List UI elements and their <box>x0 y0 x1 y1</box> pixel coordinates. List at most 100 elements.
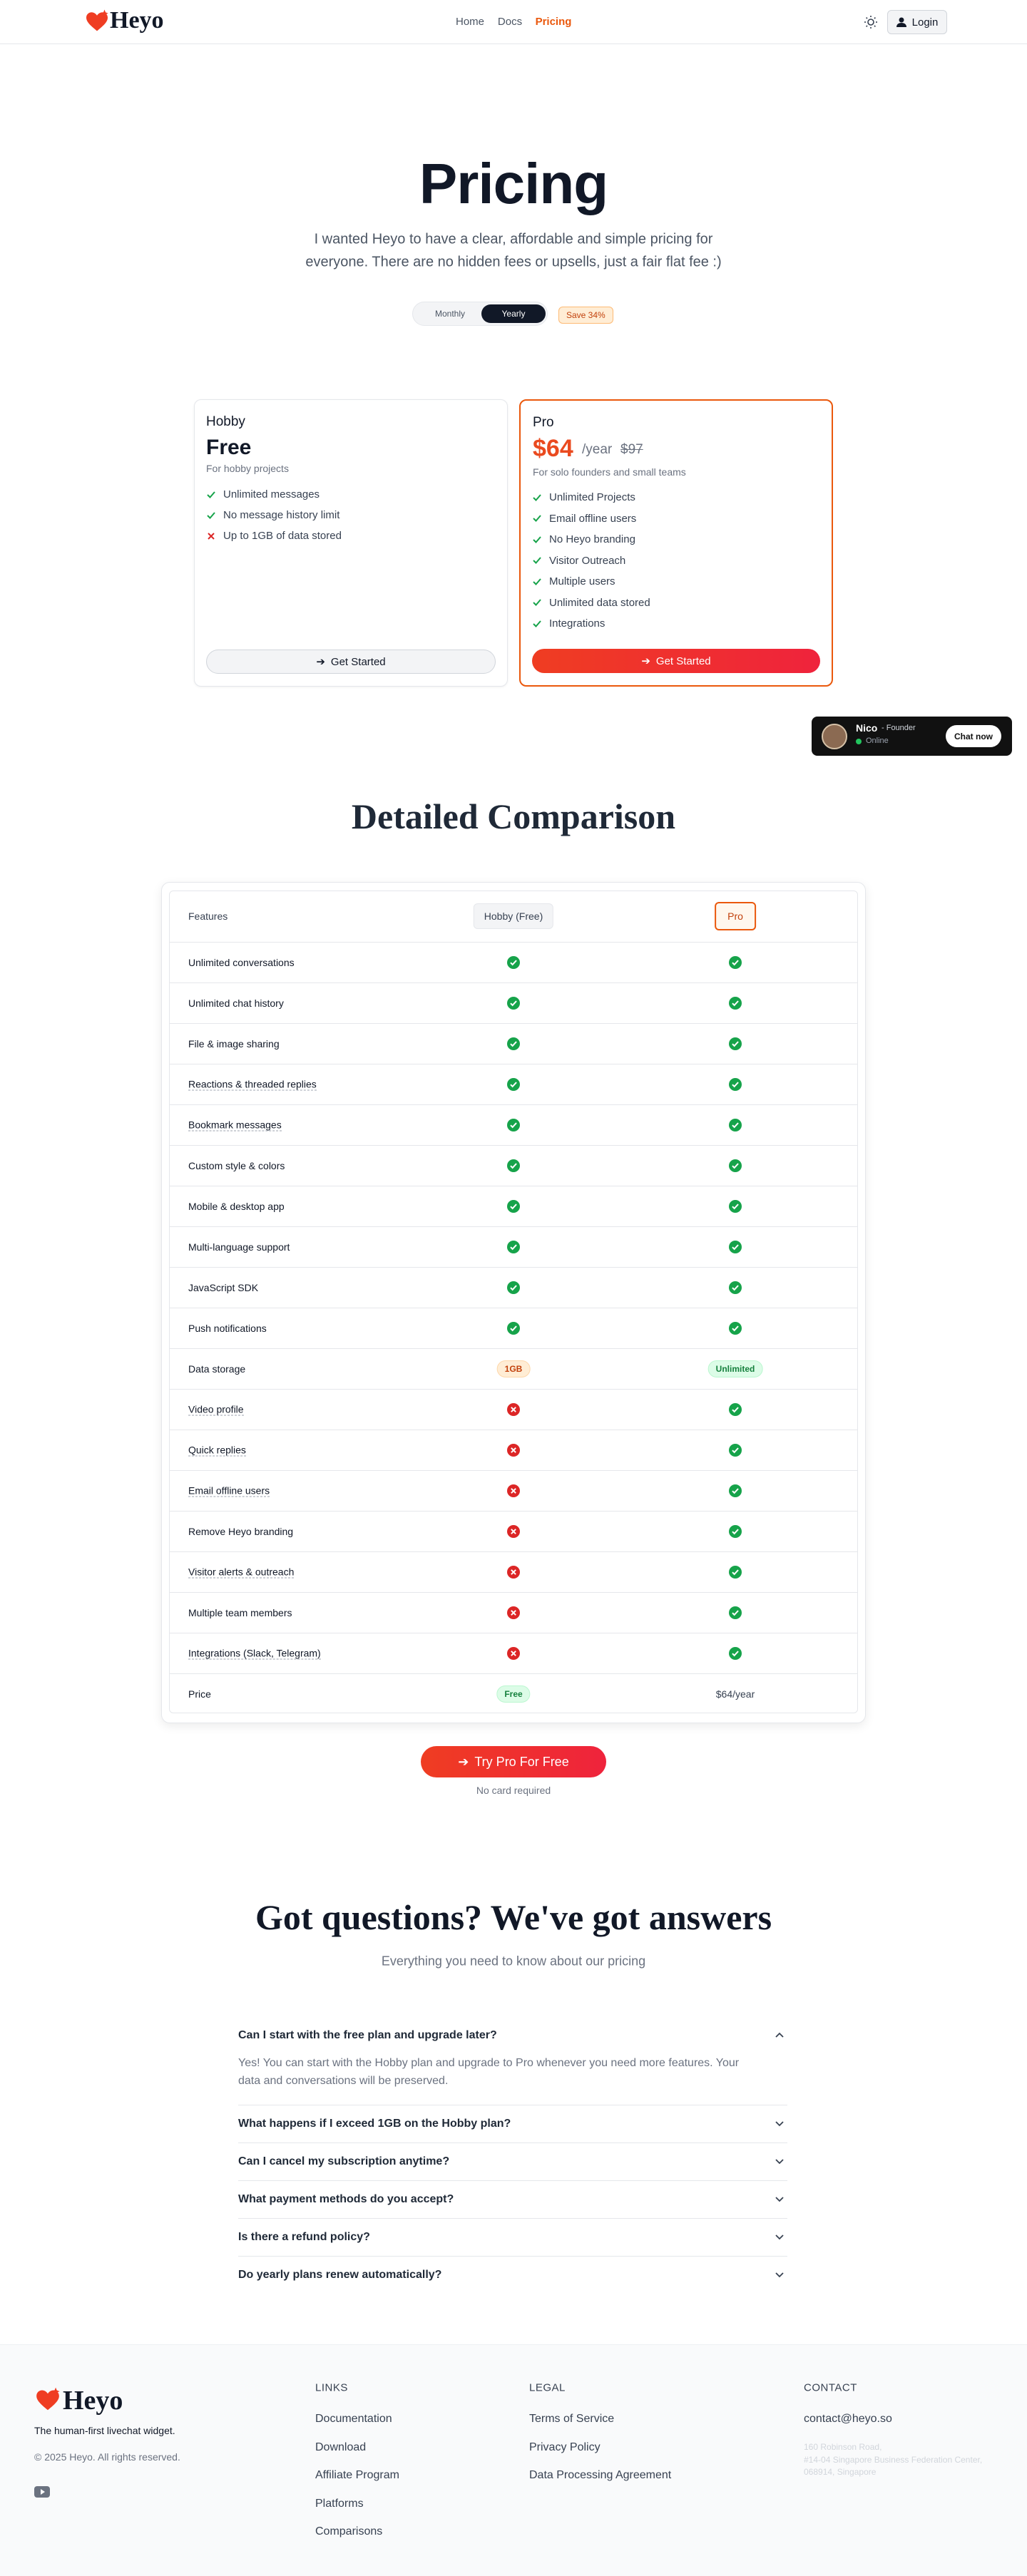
faq-question[interactable]: What payment methods do you accept? <box>238 2193 454 2205</box>
feature-name: Multi-language support <box>188 1241 290 1253</box>
status-cell <box>507 1403 520 1416</box>
comparison-table: Features Hobby (Free) Pro Unlimited conv… <box>169 891 858 1713</box>
arrow-icon: ➔ <box>641 655 650 667</box>
toggle-option-active[interactable]: Yearly <box>481 304 546 323</box>
comparison-wrapper <box>161 882 866 1723</box>
logo-icon <box>34 2386 61 2413</box>
feature-name: Bookmark messages <box>188 1119 282 1132</box>
feature-name: Remove Heyo branding <box>188 1526 294 1537</box>
faq-question[interactable]: What happens if I exceed 1GB on the Hobb… <box>238 2118 511 2130</box>
check-icon <box>507 1322 520 1335</box>
feature-text: No Heyo branding <box>549 533 635 545</box>
chevron-icon[interactable] <box>775 2030 785 2040</box>
toggle-option[interactable]: Monthly <box>434 309 466 319</box>
feature-name: Custom style & colors <box>188 1160 285 1171</box>
header-cell: Pro <box>715 902 756 930</box>
faq-question[interactable]: Can I cancel my subscription anytime? <box>238 2155 450 2167</box>
login-button[interactable]: Login <box>887 10 947 34</box>
footer-link[interactable]: Data Processing Agreement <box>529 2469 672 2481</box>
get-started-button[interactable]: ➔ Get Started <box>532 649 820 673</box>
cross-icon <box>507 1444 520 1457</box>
status-cell <box>507 1322 520 1335</box>
table-row: Remove Heyo branding <box>170 1511 857 1551</box>
logo-icon <box>84 9 110 34</box>
check-icon <box>507 1281 520 1294</box>
faq-question[interactable]: Is there a refund policy? <box>238 2231 370 2243</box>
chevron-icon[interactable] <box>775 2118 785 2128</box>
check-icon <box>507 956 520 969</box>
theme-toggle[interactable] <box>864 15 878 29</box>
footer-heading: LEGAL <box>529 2381 566 2394</box>
section-title: Detailed Comparison <box>351 796 676 836</box>
status-cell <box>729 1647 742 1660</box>
logo[interactable]: Heyo <box>110 7 164 34</box>
footer-link[interactable]: Privacy Policy <box>529 2441 601 2453</box>
table-row: Unlimited chat history <box>170 982 857 1023</box>
get-started-button[interactable]: ➔ Get Started <box>206 650 496 674</box>
footer-link[interactable]: Platforms <box>315 2497 364 2510</box>
footer-link[interactable]: Comparisons <box>315 2525 383 2537</box>
chevron-icon[interactable] <box>775 2194 785 2204</box>
status-cell <box>729 1444 742 1457</box>
faq-question[interactable]: Do yearly plans renew automatically? <box>238 2269 442 2281</box>
table-row: Push notifications <box>170 1308 857 1348</box>
status-cell <box>729 956 742 969</box>
feature-text: Unlimited messages <box>223 488 320 501</box>
chevron-icon[interactable] <box>775 2232 785 2242</box>
footer-copyright: © 2025 Heyo. All rights reserved. <box>34 2451 180 2463</box>
table-row: Reactions & threaded replies <box>170 1064 857 1104</box>
chevron-icon[interactable] <box>775 2156 785 2166</box>
faq-title: Got questions? We've got answers <box>255 1897 772 1937</box>
status-cell <box>507 1281 520 1294</box>
youtube-icon[interactable] <box>34 2486 50 2498</box>
check-icon <box>729 1444 742 1457</box>
table-row: Integrations (Slack, Telegram) <box>170 1633 857 1673</box>
table-row: Bookmark messages <box>170 1104 857 1145</box>
footer-link[interactable]: Terms of Service <box>529 2413 615 2425</box>
hero-title: Pricing <box>419 152 608 215</box>
contact-email[interactable]: contact@heyo.so <box>804 2413 892 2425</box>
check-icon <box>729 1241 742 1253</box>
table-row: Multi-language support <box>170 1226 857 1267</box>
chevron-icon[interactable] <box>775 2269 785 2279</box>
button-label: Get Started <box>655 655 711 667</box>
user-icon <box>896 17 906 27</box>
cta-note: No card required <box>476 1785 551 1796</box>
nav-link[interactable]: Docs <box>497 16 523 28</box>
faq-answer: Yes! You can start with the Hobby plan a… <box>238 2057 740 2069</box>
check-icon <box>533 599 541 606</box>
plan-card: Hobby Free For hobby projects ➔ Get Start… <box>194 399 508 687</box>
check-icon <box>729 1566 742 1579</box>
footer-link[interactable]: Download <box>315 2441 367 2453</box>
arrow-icon: ➔ <box>458 1754 469 1769</box>
footer-tagline: The human-first livechat widget. <box>34 2425 175 2436</box>
check-icon <box>729 1484 742 1497</box>
check-icon <box>207 491 215 498</box>
chat-now-button[interactable]: Chat now <box>946 725 1001 747</box>
cta-button[interactable]: ➔ Try Pro For Free <box>421 1746 606 1777</box>
plan-name: Pro <box>533 415 554 430</box>
footer-link[interactable]: Documentation <box>315 2413 392 2425</box>
status-cell <box>729 1281 742 1294</box>
nav-link[interactable]: Pricing <box>535 16 572 28</box>
footer-link[interactable]: Affiliate Program <box>315 2469 399 2481</box>
feature-name: Quick replies <box>188 1444 246 1457</box>
billing-toggle: Monthly Yearly <box>412 302 548 326</box>
table-row: File & image sharing <box>170 1023 857 1064</box>
cross-icon <box>507 1606 520 1619</box>
status-cell <box>507 1566 520 1579</box>
footer-heading: LINKS <box>315 2381 348 2394</box>
plan-feature: Up to 1GB of data stored <box>206 530 342 542</box>
save-badge: Save 34% <box>558 307 613 324</box>
footer: Heyo The human-first livechat widget. © … <box>0 2344 1027 2576</box>
nav-link[interactable]: Home <box>455 16 485 28</box>
faq-answer: data and conversations will be preserved… <box>238 2075 449 2087</box>
status-cell <box>729 1606 742 1619</box>
faq-question[interactable]: Can I start with the free plan and upgra… <box>238 2029 497 2041</box>
online-dot <box>856 739 862 744</box>
address-line: 160 Robinson Road, <box>804 2442 882 2452</box>
login-label: Login <box>911 16 939 29</box>
check-icon <box>729 1647 742 1660</box>
feature-name: Unlimited chat history <box>188 997 284 1009</box>
